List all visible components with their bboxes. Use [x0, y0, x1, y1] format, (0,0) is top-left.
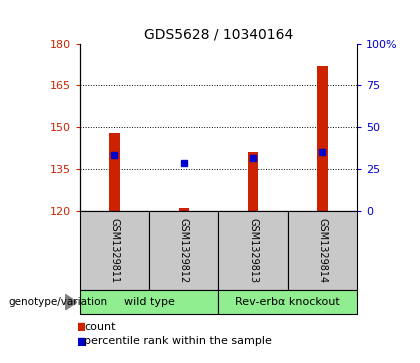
Text: count: count: [84, 322, 116, 332]
Bar: [79, 323, 84, 331]
Bar: [178, 208, 189, 211]
Text: percentile rank within the sample: percentile rank within the sample: [84, 336, 272, 346]
Text: GSM1329814: GSM1329814: [318, 218, 327, 283]
Text: GSM1329811: GSM1329811: [110, 218, 119, 283]
Bar: [109, 132, 120, 211]
Title: GDS5628 / 10340164: GDS5628 / 10340164: [144, 27, 293, 41]
Polygon shape: [65, 294, 77, 310]
Text: Rev-erbα knockout: Rev-erbα knockout: [235, 297, 340, 307]
Text: GSM1329812: GSM1329812: [179, 218, 189, 283]
Bar: [248, 152, 258, 211]
Text: GSM1329813: GSM1329813: [248, 218, 258, 283]
Bar: [317, 66, 328, 211]
Text: wild type: wild type: [123, 297, 175, 307]
Bar: [79, 338, 84, 345]
Text: genotype/variation: genotype/variation: [8, 297, 108, 307]
